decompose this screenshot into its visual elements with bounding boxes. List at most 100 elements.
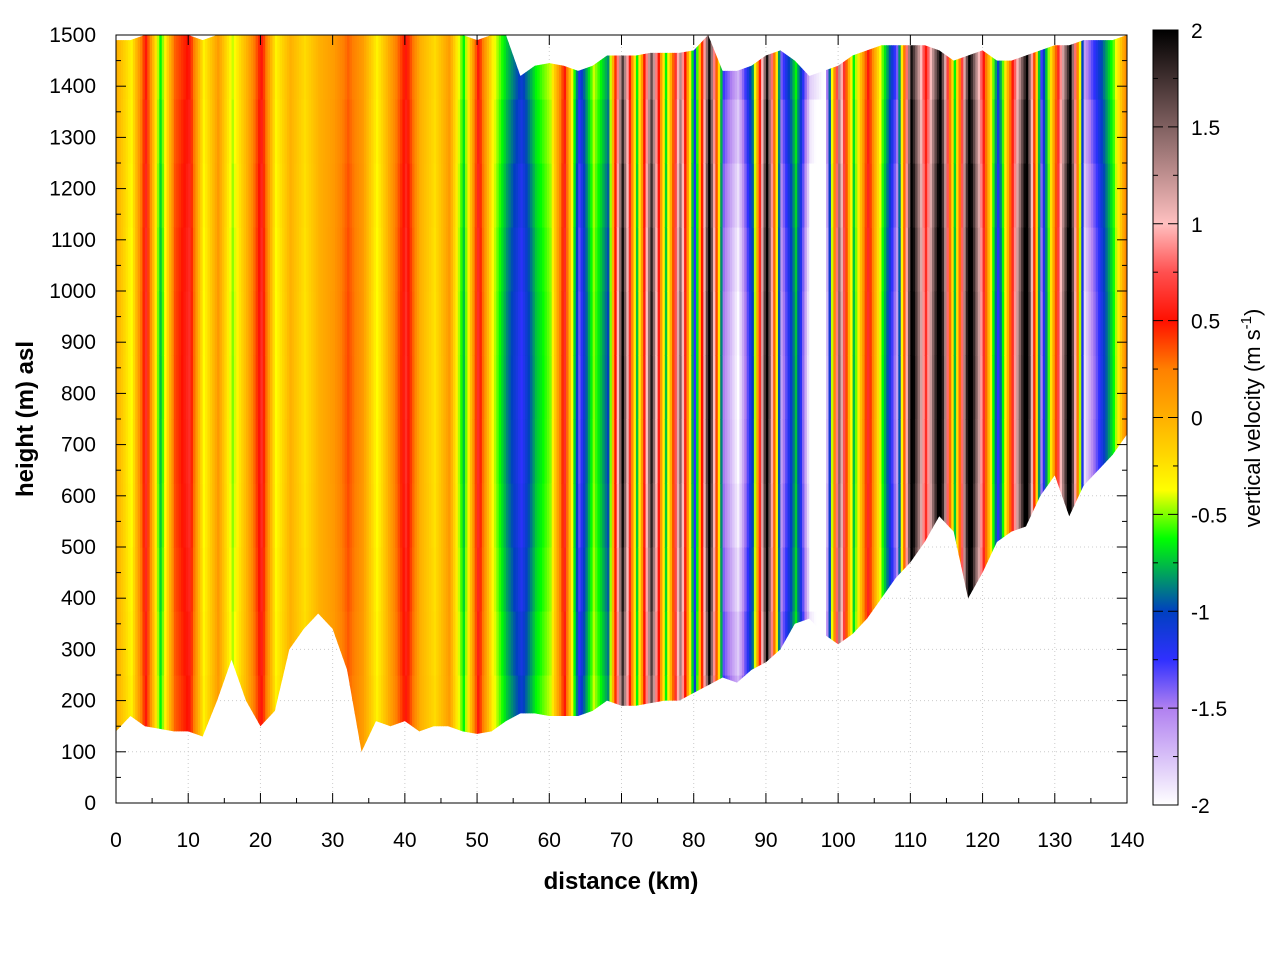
- heatmap-cell: [845, 675, 848, 740]
- heatmap-cell: [927, 675, 930, 740]
- heatmap-cell: [1096, 611, 1099, 676]
- heatmap-cell: [467, 739, 470, 804]
- heatmap-cell: [463, 739, 466, 804]
- heatmap-cell: [999, 547, 1002, 612]
- heatmap-cell: [123, 739, 126, 804]
- heatmap-cell: [1076, 547, 1079, 612]
- heatmap-cell: [751, 675, 754, 740]
- heatmap-cell: [1081, 547, 1084, 612]
- heatmap-cell: [147, 739, 150, 804]
- heatmap-cell: [1067, 547, 1070, 612]
- heatmap-cell: [234, 675, 237, 740]
- heatmap-cell: [942, 611, 945, 676]
- heatmap-cell: [318, 739, 321, 804]
- heatmap-cell: [966, 675, 969, 740]
- heatmap-cell: [1026, 739, 1029, 804]
- heatmap-cell: [323, 739, 326, 804]
- heatmap-cell: [126, 739, 129, 804]
- heatmap-cell: [1067, 611, 1070, 676]
- heatmap-cell: [349, 739, 352, 804]
- heatmap-cell: [1040, 611, 1043, 676]
- heatmap-cell: [1079, 675, 1082, 740]
- heatmap-cell: [807, 675, 810, 740]
- heatmap-cell: [1004, 547, 1007, 612]
- heatmap-cell: [756, 739, 759, 804]
- heatmap-cell: [1074, 675, 1077, 740]
- heatmap-cell: [783, 675, 786, 740]
- heatmap-cell: [1069, 739, 1072, 804]
- heatmap-cell: [176, 739, 179, 804]
- heatmap-cell: [1096, 675, 1099, 740]
- heatmap-cell: [865, 739, 868, 804]
- heatmap-cell: [595, 739, 598, 804]
- heatmap-cell: [1079, 483, 1082, 548]
- heatmap-cell: [489, 739, 492, 804]
- heatmap-cell: [1093, 483, 1096, 548]
- heatmap-cell: [229, 739, 232, 804]
- heatmap-cell: [751, 739, 754, 804]
- heatmap-cell: [130, 739, 133, 804]
- heatmap-cell: [869, 611, 872, 676]
- heatmap-cell: [930, 739, 933, 804]
- heatmap-cell: [1028, 611, 1031, 676]
- heatmap-cell: [523, 739, 526, 804]
- heatmap-cell: [600, 739, 603, 804]
- heatmap-cell: [159, 739, 162, 804]
- heatmap-cell: [342, 675, 345, 740]
- heatmap-cell: [195, 739, 198, 804]
- heatmap-cell: [1009, 611, 1012, 676]
- heatmap-cell: [1081, 675, 1084, 740]
- heatmap-cell: [323, 675, 326, 740]
- heatmap-cell: [1088, 611, 1091, 676]
- heatmap-cell: [812, 739, 815, 804]
- heatmap-cell: [749, 675, 752, 740]
- heatmap-cell: [667, 739, 670, 804]
- heatmap-cell: [1002, 739, 1005, 804]
- heatmap-cell: [1069, 611, 1072, 676]
- heatmap-cell: [925, 739, 928, 804]
- heatmap-cell: [922, 547, 925, 612]
- heatmap-cell: [513, 739, 516, 804]
- heatmap-cell: [1023, 739, 1026, 804]
- heatmap-cell: [771, 739, 774, 804]
- heatmap-cell: [191, 739, 194, 804]
- heatmap-cell: [872, 675, 875, 740]
- heatmap-cell: [913, 739, 916, 804]
- heatmap-cell: [342, 739, 345, 804]
- heatmap-cell: [877, 611, 880, 676]
- heatmap-cell: [699, 739, 702, 804]
- heatmap-cell: [975, 739, 978, 804]
- heatmap-cell: [1108, 547, 1111, 612]
- heatmap-cell: [309, 739, 312, 804]
- heatmap-cell: [1101, 547, 1104, 612]
- heatmap-cell: [1023, 611, 1026, 676]
- heatmap-cell: [939, 547, 942, 612]
- heatmap-cell: [198, 739, 201, 804]
- heatmap-cell: [992, 611, 995, 676]
- heatmap-cell: [1057, 675, 1060, 740]
- heatmap-cell: [963, 675, 966, 740]
- heatmap-cell: [913, 547, 916, 612]
- heatmap-cell: [946, 739, 949, 804]
- heatmap-cell: [1011, 739, 1014, 804]
- heatmap-cell: [1088, 483, 1091, 548]
- heatmap-cell: [321, 675, 324, 740]
- heatmap-cell: [925, 547, 928, 612]
- heatmap-cell: [1086, 483, 1089, 548]
- heatmap-cell: [735, 675, 738, 740]
- heatmap-cell: [927, 547, 930, 612]
- heatmap-cell: [648, 739, 651, 804]
- heatmap-cell: [747, 675, 750, 740]
- heatmap-cell: [833, 675, 836, 740]
- heatmap-cell: [246, 739, 249, 804]
- heatmap-cell: [809, 675, 812, 740]
- heatmap-cell: [1062, 675, 1065, 740]
- heatmap-cell: [925, 675, 928, 740]
- heatmap-cell: [990, 611, 993, 676]
- heatmap-cell: [374, 739, 377, 804]
- heatmap-cell: [975, 675, 978, 740]
- heatmap-cell: [1016, 611, 1019, 676]
- heatmap-cell: [453, 739, 456, 804]
- heatmap-cell: [1045, 611, 1048, 676]
- heatmap-cell: [1016, 547, 1019, 612]
